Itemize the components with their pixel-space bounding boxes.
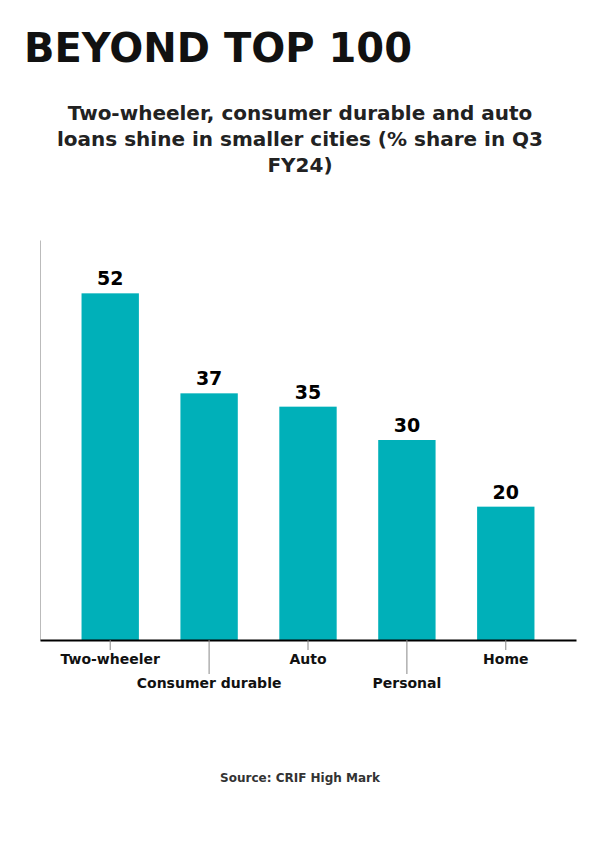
- x-tick: Two-wheeler: [60, 640, 160, 667]
- y-axis: [40, 241, 41, 641]
- x-tick-label: Personal: [372, 675, 441, 691]
- plot: Two-wheeler Consumer durable Auto Personal H…: [41, 241, 577, 691]
- x-tick: Personal: [372, 640, 441, 691]
- subtitle: Two-wheeler, consumer durable and autolo…: [57, 101, 543, 177]
- x-tick-line: [406, 640, 407, 674]
- x-tick-label: Consumer durable: [137, 675, 282, 691]
- bar: [378, 440, 435, 640]
- data-label: 30: [394, 414, 420, 436]
- x-tick-line: [110, 640, 111, 650]
- bar: [279, 407, 336, 640]
- chart-container: BEYOND TOP 100 Two-wheeler, consumer dura…: [0, 0, 600, 852]
- bar: [180, 393, 237, 640]
- x-axis: Two-wheeler Consumer durable Auto Personal H…: [41, 640, 577, 691]
- data-label: 35: [295, 381, 321, 403]
- data-label: 20: [493, 481, 519, 503]
- bar: [82, 293, 139, 640]
- chart-svg: BEYOND TOP 100 Two-wheeler, consumer dura…: [0, 0, 600, 852]
- bars: [82, 293, 535, 640]
- x-tick: Consumer durable: [137, 640, 282, 691]
- x-tick: Auto: [289, 640, 326, 667]
- x-tick-label: Auto: [289, 651, 326, 667]
- data-labels: 52 37 35 30 20: [97, 267, 519, 502]
- y-axis-line: [40, 241, 41, 641]
- annotation: Source: CRIF High Mark: [220, 771, 381, 785]
- x-tick-line: [209, 640, 210, 674]
- bar: [477, 507, 534, 640]
- data-label: 37: [196, 367, 222, 389]
- subtitle-line: loans shine in smaller cities (% share i…: [57, 127, 543, 151]
- subtitle-line: FY24): [267, 153, 332, 177]
- subtitle-line: Two-wheeler, consumer durable and auto: [68, 101, 533, 125]
- x-tick-label: Two-wheeler: [60, 651, 160, 667]
- x-tick: Home: [483, 640, 528, 667]
- x-tick-line: [308, 640, 309, 650]
- x-tick-line: [505, 640, 506, 650]
- title: BEYOND TOP 100: [24, 25, 412, 71]
- data-label: 52: [97, 267, 123, 289]
- x-tick-label: Home: [483, 651, 528, 667]
